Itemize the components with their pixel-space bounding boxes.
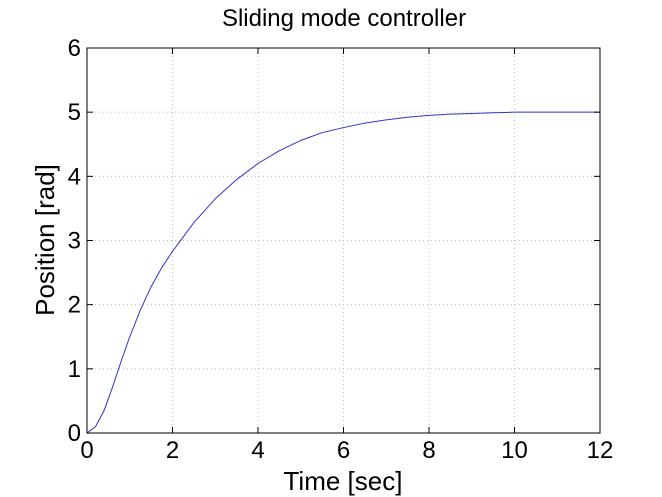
x-tick-label: 0 — [80, 437, 93, 464]
y-tick-label: 2 — [68, 292, 81, 319]
y-tick-label: 6 — [68, 35, 81, 62]
series-layer — [86, 111, 600, 434]
x-tick-label: 6 — [337, 437, 350, 464]
grid — [87, 48, 600, 433]
y-tick-label: 3 — [68, 228, 81, 255]
y-axis-label: Position [rad] — [30, 164, 60, 316]
x-tick-label: 4 — [251, 437, 264, 464]
x-tick-label: 8 — [422, 437, 435, 464]
y-tick-label: 0 — [68, 420, 81, 447]
y-tick-label: 5 — [68, 99, 81, 126]
x-tick-label: 2 — [166, 437, 179, 464]
y-tick-label: 1 — [68, 356, 81, 383]
series-line — [86, 111, 600, 434]
chart-title: Sliding mode controller — [222, 5, 466, 32]
axes — [86, 47, 601, 434]
x-axis-label: Time [sec] — [284, 466, 403, 496]
x-tick-label: 10 — [501, 437, 528, 464]
x-tick-label: 12 — [587, 437, 614, 464]
y-tick-label: 4 — [68, 163, 81, 190]
